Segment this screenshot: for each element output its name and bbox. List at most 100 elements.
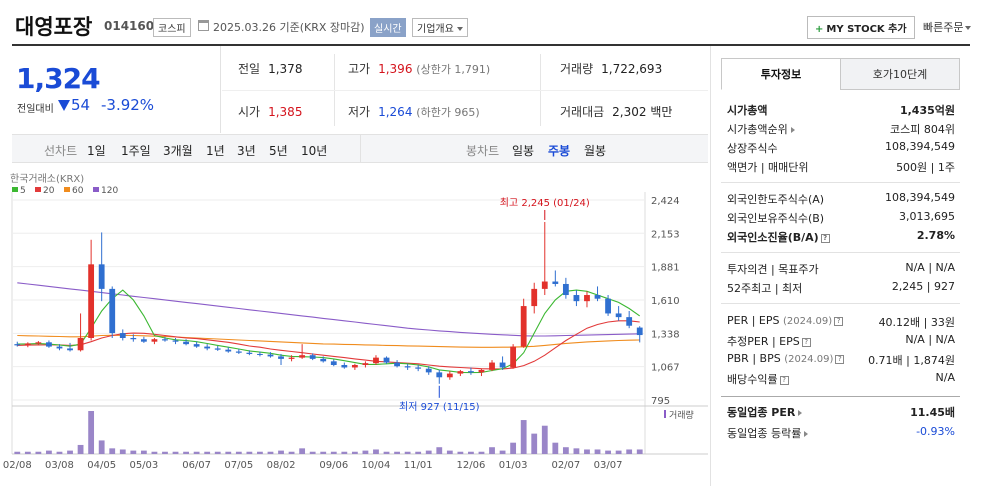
x-tick-label: 04/05: [87, 460, 116, 471]
candle-body: [562, 283, 569, 296]
help-icon[interactable]: ?: [835, 354, 845, 364]
period-10y[interactable]: 10년: [301, 144, 328, 158]
period-1w[interactable]: 1주일: [121, 144, 151, 158]
pbr-date: (2024.09): [784, 354, 834, 365]
calendar-icon: [198, 20, 209, 31]
shares-value: 108,394,549: [885, 140, 955, 153]
candle-weekly[interactable]: 주봉: [548, 144, 571, 158]
add-my-stock-button[interactable]: + MY STOCK 추가: [807, 16, 915, 39]
volume-bar: [67, 450, 73, 454]
volume-bar: [140, 450, 147, 454]
divider: [360, 135, 361, 162]
candle-body: [309, 355, 316, 359]
x-tick-label: 05/03: [129, 460, 158, 471]
stock-code: 014160: [104, 19, 155, 33]
high-label: 고가: [348, 62, 371, 76]
industry-rate-link[interactable]: 동일업종 등락률: [727, 425, 809, 441]
candle-body: [594, 295, 601, 299]
price-summary: 1,324 전일대비 54 -3.92%: [12, 46, 221, 133]
candle-body: [140, 339, 147, 342]
quote-info-grid: 전일 1,378 고가 1,396 (상한가 1,791) 거래량 1,722,693…: [222, 46, 708, 133]
quick-order-dropdown[interactable]: 빠른주문: [923, 19, 972, 35]
candle-body: [130, 337, 137, 340]
candle-body: [204, 346, 211, 349]
legend-label-5: 5: [20, 186, 26, 196]
foreign-hold-value: 3,013,695: [899, 210, 955, 223]
volume-bar: [531, 433, 538, 454]
candle-body: [489, 362, 495, 370]
x-tick-label: 10/04: [362, 460, 391, 471]
volume-bar: [626, 449, 633, 454]
candle-body: [468, 371, 474, 373]
opinion-row: 투자의견 | 목표주가 N/A | N/A: [727, 261, 955, 279]
y-tick-label: 795: [651, 396, 670, 407]
volume-bar: [341, 451, 348, 454]
candle-monthly[interactable]: 월봉: [584, 144, 607, 158]
candlestick-chart[interactable]: 한국거래소(KRX)5 20 60 120 2,424 2,153 1,881 1,610 1,…: [0, 164, 710, 486]
x-tick-label: 06/07: [182, 460, 211, 471]
volume-bar: [24, 451, 31, 454]
volume-bar: [615, 450, 622, 454]
market-cap-row: 시가총액 1,435억원: [727, 102, 955, 120]
candle-body: [351, 365, 358, 368]
volume-bar: [130, 450, 137, 454]
dividend-row: 배당수익률? N/A: [727, 371, 955, 389]
base-date: 2025.03.26 기준(KRX 장마감): [213, 21, 365, 34]
quick-order-label: 빠른주문: [923, 21, 964, 34]
volume-bar: [46, 450, 52, 454]
period-1y[interactable]: 1년: [206, 144, 225, 158]
cap-rank-link[interactable]: 시가총액순위: [727, 121, 795, 137]
industry-per-link[interactable]: 동일업종 PER: [727, 404, 803, 420]
tab-investment-info[interactable]: 투자정보: [721, 58, 841, 90]
volume-bar: [246, 451, 253, 454]
volume-bar: [573, 448, 580, 454]
volume-bar: [162, 451, 168, 454]
candle-body: [193, 344, 200, 347]
period-3m[interactable]: 3개월: [163, 144, 193, 158]
company-overview-dropdown[interactable]: 기업개요: [412, 18, 468, 37]
candle-body: [77, 337, 84, 351]
y-tick-label: 1,881: [651, 263, 680, 274]
x-tick-label: 02/08: [3, 460, 32, 471]
candle-daily[interactable]: 일봉: [512, 144, 535, 158]
tab-orderbook-10[interactable]: 호가10단계: [840, 58, 960, 90]
volume-bar: [562, 447, 569, 454]
x-tick-label: 12/06: [457, 460, 486, 471]
candle-body: [119, 333, 126, 338]
help-icon[interactable]: ?: [820, 233, 830, 243]
volume-bar: [636, 449, 643, 454]
per-row: PER | EPS (2024.09)? 40.12배 | 33원: [727, 314, 955, 332]
divider: [721, 303, 960, 304]
volume-bar: [383, 451, 390, 454]
volume-bar: [436, 447, 443, 454]
per-label: PER | EPS: [727, 314, 780, 327]
realtime-button[interactable]: 실시간: [370, 18, 406, 37]
candle-body: [436, 372, 443, 378]
y-tick-label: 2,153: [651, 229, 680, 240]
candle-body: [162, 339, 168, 341]
volume-bar: [14, 451, 21, 454]
volume-bar: [594, 449, 601, 454]
help-icon[interactable]: ?: [801, 337, 811, 347]
stock-chart[interactable]: 한국거래소(KRX) 5 20 60 120 2,424 2,153 1,881 1,610 1,…: [0, 164, 710, 486]
min-annotation: 최저 927 (11/15): [399, 401, 480, 413]
period-1d[interactable]: 1일: [87, 144, 106, 158]
foreign-ratio-value: 2.78%: [916, 229, 955, 242]
x-tick-label: 11/01: [404, 460, 433, 471]
candle-body: [510, 346, 517, 368]
help-icon[interactable]: ?: [834, 316, 844, 326]
stock-name: 대영포장: [15, 15, 93, 39]
per-label-wrap: PER | EPS (2024.09)?: [727, 314, 844, 327]
volume-bar: [98, 440, 105, 454]
plus-icon: +: [815, 24, 824, 35]
candle-body: [520, 306, 527, 347]
current-price: 1,324: [16, 62, 101, 95]
help-icon[interactable]: ?: [779, 375, 789, 385]
period-3y[interactable]: 3년: [237, 144, 256, 158]
candle-body: [109, 288, 116, 334]
foreign-ratio-label: 외국인소진율(B/A): [727, 231, 819, 244]
candle-body: [330, 361, 337, 366]
y-tick-label: 2,424: [651, 196, 680, 207]
period-5y[interactable]: 5년: [269, 144, 288, 158]
legend-label-120: 120: [101, 186, 118, 196]
